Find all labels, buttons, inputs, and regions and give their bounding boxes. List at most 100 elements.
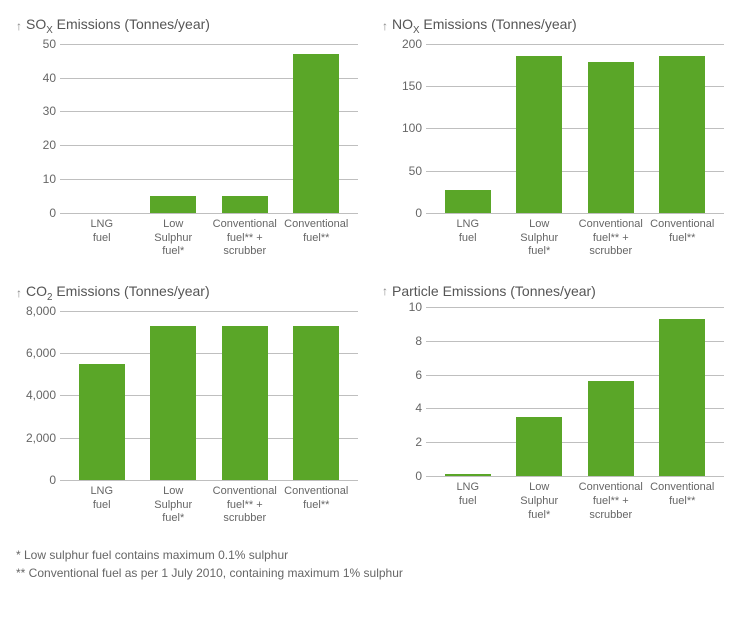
ytick-label: 6,000 [16,346,56,360]
bar [445,474,491,476]
bar [79,364,125,480]
chart-title: ↑ NOX Emissions (Tonnes/year) [382,16,724,36]
ytick-label: 10 [382,300,422,314]
plot-area: 02,0004,0006,0008,000 [60,311,358,481]
chart-co2: ↑CO2 Emissions (Tonnes/year)02,0004,0006… [16,283,358,526]
chart-title: ↑ Particle Emissions (Tonnes/year) [382,283,724,299]
bar [588,62,634,212]
plot-area: 01020304050 [60,44,358,214]
bar-slot [647,44,719,213]
xlabel: LowSulphurfuel* [504,218,576,259]
xlabel: LowSulphurfuel* [138,218,210,259]
arrow-up-icon: ↑ [382,284,388,298]
ytick-label: 50 [382,164,422,178]
ytick-label: 0 [382,469,422,483]
xlabel: LNGfuel [66,485,138,526]
ytick-label: 10 [16,172,56,186]
ytick-label: 4,000 [16,388,56,402]
ytick-label: 0 [16,473,56,487]
xlabel: LowSulphurfuel* [504,481,576,522]
chart-title-text: Particle Emissions (Tonnes/year) [392,283,596,299]
bar [150,196,196,213]
xlabel: Conventionalfuel** +scrubber [575,218,647,259]
plot-area: 0246810 [426,307,724,477]
xlabels: LNGfuelLowSulphurfuel*Conventionalfuel**… [60,481,358,526]
chart-particles: ↑Particle Emissions (Tonnes/year)0246810… [382,283,724,526]
bars-container [426,44,724,213]
ytick-label: 30 [16,104,56,118]
xlabel: Conventionalfuel** [281,485,353,526]
charts-grid: ↑SOX Emissions (Tonnes/year)01020304050L… [16,16,723,526]
bar-slot [504,44,576,213]
chart-title-text: NOX Emissions (Tonnes/year) [392,16,577,36]
chart-nox: ↑NOX Emissions (Tonnes/year)050100150200… [382,16,724,259]
bar-slot [138,311,210,480]
ytick-label: 50 [16,37,56,51]
bar-slot [138,44,210,213]
bar-slot [66,311,138,480]
bar-slot [66,44,138,213]
ytick-label: 4 [382,401,422,415]
bar-slot [504,307,576,476]
bar-slot [432,307,504,476]
bar-slot [209,44,281,213]
bar [516,417,562,476]
bar-slot [575,307,647,476]
ytick-label: 200 [382,37,422,51]
footnote-line: * Low sulphur fuel contains maximum 0.1%… [16,546,723,564]
footnote-line: ** Conventional fuel as per 1 July 2010,… [16,564,723,582]
bar-slot [575,44,647,213]
bars-container [60,311,358,480]
bar-slot [209,311,281,480]
ytick-label: 0 [16,206,56,220]
bar [293,326,339,480]
bar [659,319,705,476]
bar [659,56,705,212]
bar-slot [647,307,719,476]
ytick-label: 6 [382,368,422,382]
ytick-label: 2 [382,435,422,449]
plot-area: 050100150200 [426,44,724,214]
xlabel: LNGfuel [432,218,504,259]
arrow-up-icon: ↑ [16,19,22,33]
xlabels: LNGfuelLowSulphurfuel*Conventionalfuel**… [60,214,358,259]
chart-title-text: CO2 Emissions (Tonnes/year) [26,283,210,303]
ytick-label: 8,000 [16,304,56,318]
ytick-label: 20 [16,138,56,152]
bar [150,326,196,480]
xlabel: LNGfuel [66,218,138,259]
chart-title: ↑ SOX Emissions (Tonnes/year) [16,16,358,36]
chart-title-text: SOX Emissions (Tonnes/year) [26,16,210,36]
ytick-label: 150 [382,79,422,93]
xlabels: LNGfuelLowSulphurfuel*Conventionalfuel**… [426,214,724,259]
bar-slot [281,311,353,480]
bar [222,326,268,480]
bar [445,190,491,213]
xlabel: Conventionalfuel** +scrubber [209,218,281,259]
bar [293,54,339,213]
xlabel: Conventionalfuel** [647,481,719,522]
bar-slot [281,44,353,213]
ytick-label: 2,000 [16,431,56,445]
xlabel: Conventionalfuel** [281,218,353,259]
ytick-label: 0 [382,206,422,220]
bar [222,196,268,213]
ytick-label: 100 [382,121,422,135]
bar-slot [432,44,504,213]
xlabel: Conventionalfuel** +scrubber [209,485,281,526]
chart-sox: ↑SOX Emissions (Tonnes/year)01020304050L… [16,16,358,259]
xlabels: LNGfuelLowSulphurfuel*Conventionalfuel**… [426,477,724,522]
chart-title: ↑ CO2 Emissions (Tonnes/year) [16,283,358,303]
bars-container [60,44,358,213]
ytick-label: 40 [16,71,56,85]
bars-container [426,307,724,476]
footnotes: * Low sulphur fuel contains maximum 0.1%… [16,546,723,582]
arrow-up-icon: ↑ [16,286,22,300]
xlabel: Conventionalfuel** +scrubber [575,481,647,522]
xlabel: LowSulphurfuel* [138,485,210,526]
xlabel: Conventionalfuel** [647,218,719,259]
bar [516,56,562,212]
ytick-label: 8 [382,334,422,348]
arrow-up-icon: ↑ [382,19,388,33]
bar [588,381,634,476]
